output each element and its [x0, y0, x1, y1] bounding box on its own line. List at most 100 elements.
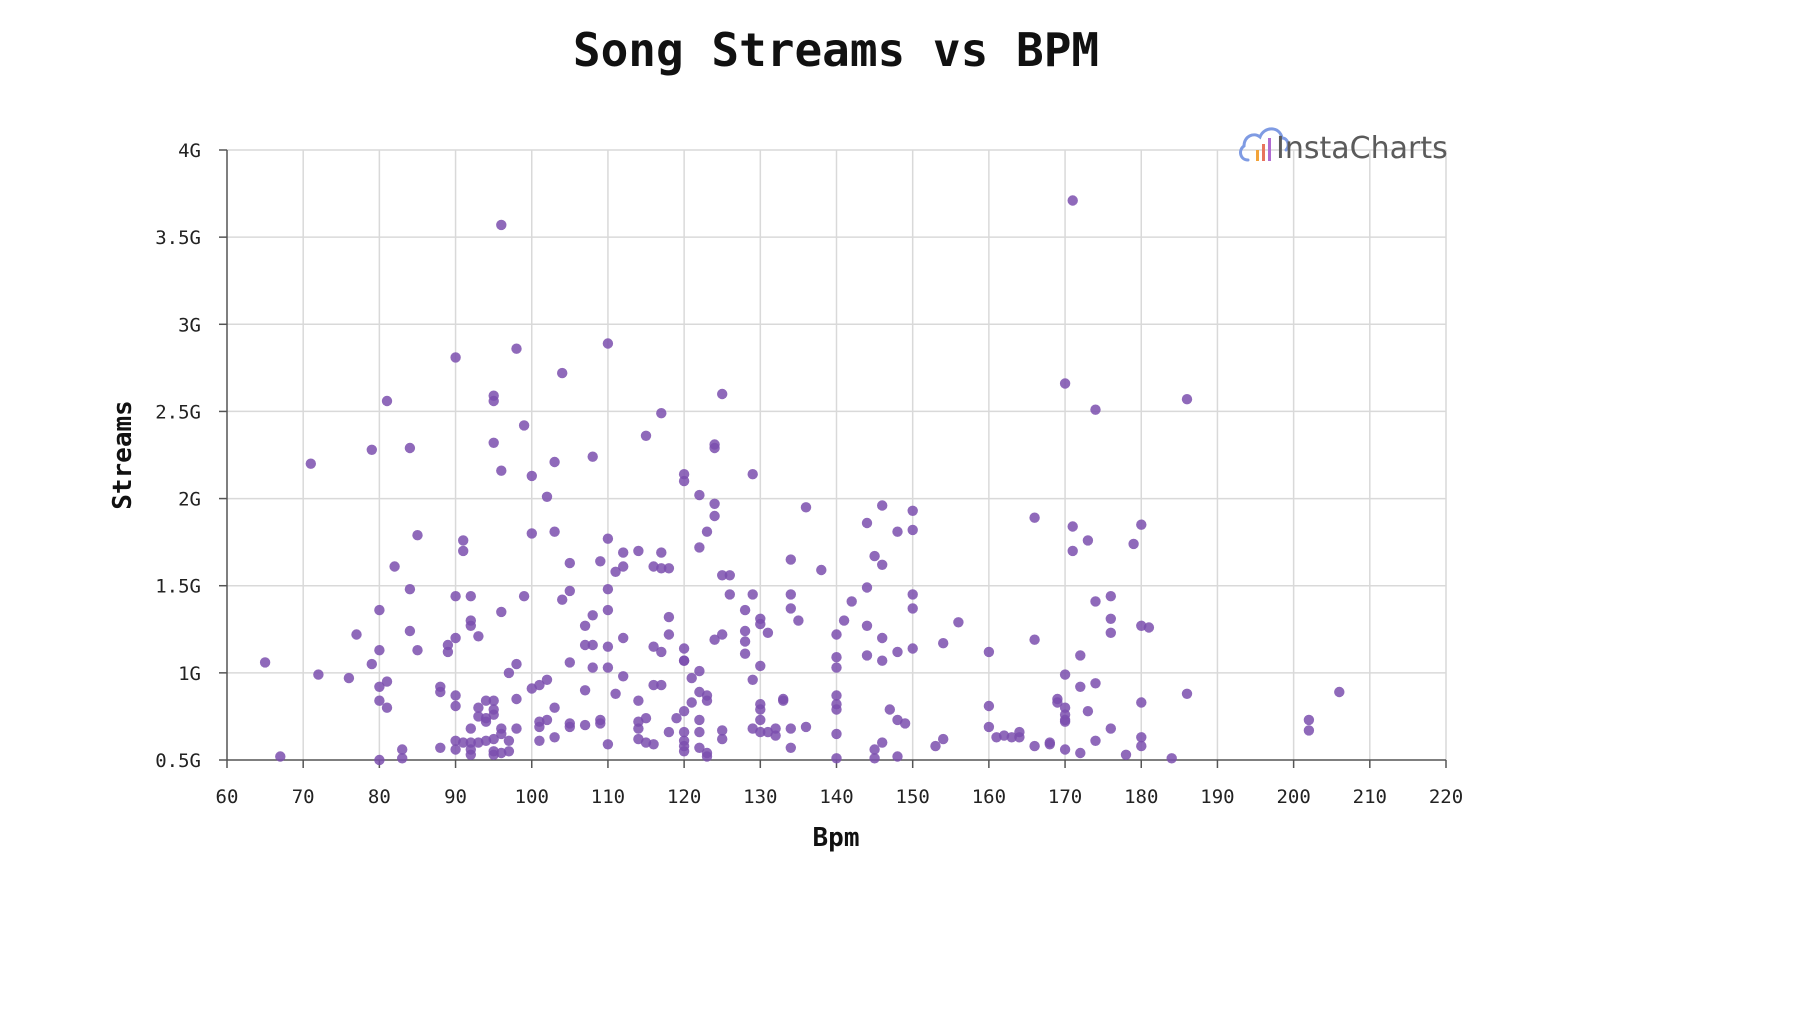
y-tick-label: 1G [178, 663, 201, 685]
data-point [907, 505, 918, 516]
data-point [549, 526, 560, 537]
x-tick-label: 200 [1276, 786, 1310, 808]
data-point [694, 542, 705, 553]
data-point [762, 627, 774, 638]
data-point [458, 737, 469, 748]
data-point [1143, 622, 1155, 633]
data-point [374, 645, 385, 656]
data-point [640, 430, 652, 441]
data-point [496, 606, 507, 618]
x-tick-label: 160 [972, 786, 1006, 808]
data-point [518, 420, 530, 431]
data-point [305, 458, 316, 469]
x-tick-label: 220 [1429, 786, 1463, 808]
data-point [656, 646, 667, 658]
data-point [816, 564, 827, 576]
data-point [534, 679, 545, 691]
data-point [503, 746, 515, 757]
data-point [351, 629, 362, 640]
data-point [1090, 596, 1101, 607]
data-point [717, 629, 728, 640]
data-point [800, 502, 812, 513]
data-point [404, 625, 416, 637]
data-point [1029, 740, 1040, 752]
data-point [374, 604, 385, 616]
brand-bar-icon [1262, 144, 1265, 161]
data-point [618, 547, 629, 558]
data-point [1303, 714, 1315, 726]
data-point [458, 545, 469, 557]
data-point [488, 709, 499, 720]
x-tick-label: 130 [743, 786, 777, 808]
data-point [930, 740, 941, 752]
data-point [709, 442, 720, 454]
data-point [602, 604, 614, 616]
data-point [503, 667, 515, 679]
data-point [1075, 650, 1086, 661]
data-point [549, 456, 560, 468]
data-point [1303, 725, 1315, 736]
data-point [1105, 613, 1117, 624]
data-point [602, 662, 614, 673]
data-point [739, 648, 751, 659]
data-point [755, 726, 766, 738]
data-point [648, 679, 659, 691]
data-point [374, 695, 385, 706]
data-point [907, 603, 918, 614]
data-point [983, 700, 995, 712]
data-point [343, 672, 355, 684]
data-point [1136, 519, 1147, 530]
data-point [633, 695, 644, 706]
data-point [648, 641, 659, 652]
data-point [831, 753, 842, 764]
data-point [899, 718, 911, 729]
data-point [1029, 512, 1040, 523]
data-points [259, 195, 1345, 766]
data-point [694, 489, 705, 501]
data-point [686, 672, 697, 684]
data-point [473, 631, 484, 642]
axes [219, 149, 1447, 768]
data-point [831, 728, 842, 740]
data-point [450, 744, 461, 755]
data-point [694, 714, 705, 726]
data-point [861, 582, 873, 593]
data-point [877, 655, 888, 666]
data-point [534, 735, 545, 746]
data-point [892, 526, 903, 537]
data-point [488, 695, 499, 706]
data-point [869, 753, 880, 764]
data-point [785, 742, 796, 753]
data-point [404, 584, 416, 595]
data-point [1029, 634, 1040, 645]
brand-bar-icon [1256, 150, 1259, 161]
data-point [1059, 744, 1071, 755]
x-tick-label: 180 [1124, 786, 1158, 808]
data-point [1059, 669, 1071, 680]
data-point [488, 733, 499, 745]
data-point [450, 632, 461, 644]
data-point [1006, 732, 1017, 743]
data-point [656, 547, 667, 558]
brand-name: InstaCharts [1276, 131, 1448, 166]
data-point [1075, 747, 1086, 759]
data-point [587, 451, 598, 462]
data-point [861, 517, 873, 529]
data-point [892, 646, 903, 658]
data-point [785, 554, 796, 565]
data-point [877, 737, 888, 748]
data-point [381, 676, 393, 687]
data-point [755, 704, 766, 715]
data-point [755, 714, 766, 726]
data-point [564, 557, 575, 569]
data-point [1090, 678, 1101, 689]
data-point [1090, 404, 1101, 415]
data-point [480, 716, 492, 727]
data-point [541, 674, 553, 685]
data-point [564, 585, 575, 597]
brand-logo: InstaCharts [1239, 127, 1448, 166]
data-point [755, 618, 766, 630]
data-point [473, 702, 484, 713]
data-point [663, 629, 675, 640]
data-point [686, 697, 697, 708]
